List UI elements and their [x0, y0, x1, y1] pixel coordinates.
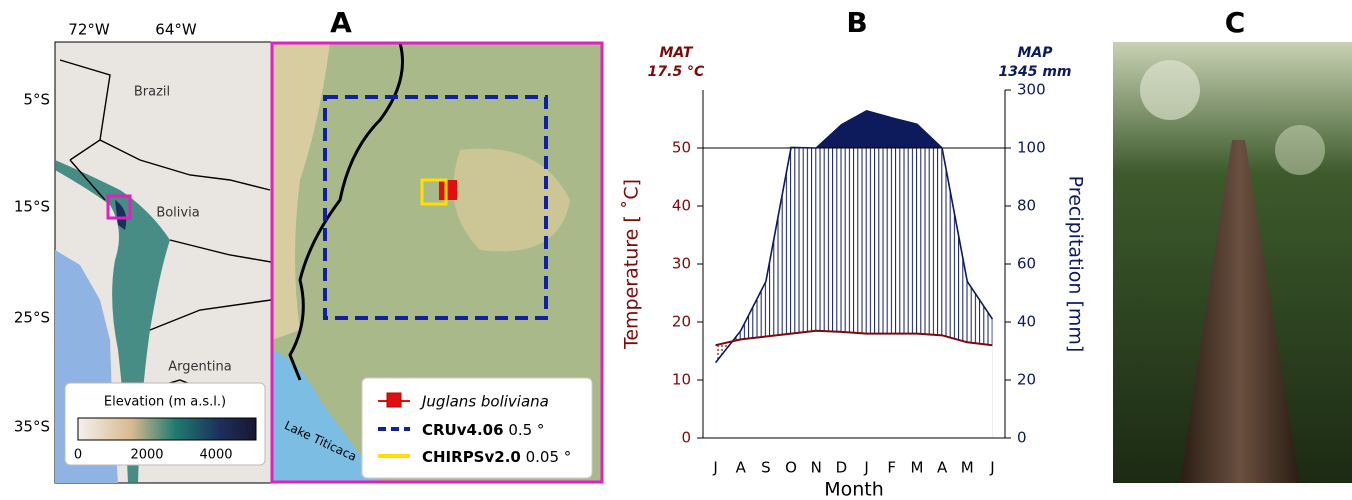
y-tick-label: 40	[672, 197, 691, 215]
country-label: Brazil	[134, 85, 170, 100]
panel-label: B	[846, 6, 867, 39]
y2-tick-label: 100	[1017, 139, 1046, 157]
colorbar-title: Elevation (m a.s.l.)	[104, 395, 226, 410]
lon-label: 72°W	[68, 21, 110, 39]
lat-label: 15°S	[14, 198, 50, 216]
perhumid-area	[715, 110, 993, 148]
x-tick-label: M	[961, 459, 974, 477]
x-tick-label: S	[761, 459, 771, 477]
precipitation-line	[714, 110, 994, 364]
y2-tick-label: 0	[1017, 429, 1027, 447]
colorbar-tick: 4000	[199, 448, 232, 463]
x-tick-label: A	[937, 459, 948, 477]
lon-label: 64°W	[155, 21, 197, 39]
y-tick-label: 10	[672, 371, 691, 389]
y2-tick-label: 60	[1017, 255, 1036, 273]
y2-tick-label: 20	[1017, 371, 1036, 389]
x-tick-label: O	[785, 459, 797, 477]
y2-tick-label: 300	[1017, 81, 1046, 99]
y-tick-label: 20	[672, 313, 691, 331]
country-label: Argentina	[168, 360, 231, 375]
y-tick-label: 50	[672, 139, 691, 157]
x-tick-label: M	[910, 459, 923, 477]
lat-label: 5°S	[23, 91, 50, 109]
y-tick-label: 0	[681, 429, 691, 447]
y2-tick-label: 40	[1017, 313, 1036, 331]
overview-map	[54, 41, 272, 484]
panel-label: A	[330, 6, 352, 39]
legend-detail: 0.5 °	[508, 421, 544, 439]
country-label: Bolivia	[156, 206, 199, 221]
legend-label: Juglans boliviana	[419, 393, 549, 411]
x-tick-label: J	[712, 459, 717, 477]
legend-label: CHIRPSv2.0 0.05 °	[422, 448, 571, 466]
mat-label: MAT	[660, 45, 694, 61]
lat-label: 25°S	[14, 309, 50, 327]
x-tick-label: F	[887, 459, 896, 477]
x-tick-label: J	[989, 459, 994, 477]
dry-area	[715, 330, 993, 438]
detail-map	[270, 41, 604, 484]
y-axis-title: Temperature [ ˚C]	[621, 179, 643, 350]
map-value: 1345 mm	[998, 64, 1071, 80]
x-tick-label: J	[863, 459, 868, 477]
y2-axis-title: Precipitation [mm]	[1065, 176, 1087, 353]
map-label: MAP	[1017, 45, 1053, 61]
legend-detail: 0.05 °	[526, 448, 572, 466]
temperature-line	[715, 329, 993, 347]
x-axis-title: Month	[824, 479, 884, 500]
y-tick-label: 30	[672, 255, 691, 273]
photo	[1113, 42, 1352, 483]
legend-name: CHIRPSv2.0	[422, 448, 521, 466]
y2-tick-label: 80	[1017, 197, 1036, 215]
lat-label: 35°S	[14, 418, 50, 436]
panel-label: C	[1225, 6, 1246, 39]
x-tick-label: A	[736, 459, 747, 477]
mat-value: 17.5 °C	[648, 64, 705, 80]
legend-name: CRUv4.06	[422, 421, 504, 439]
colorbar-tick: 2000	[130, 448, 163, 463]
x-tick-label: D	[836, 459, 848, 477]
colorbar-tick: 0	[74, 448, 82, 463]
x-tick-label: N	[811, 459, 822, 477]
legend-label: CRUv4.06 0.5 °	[422, 421, 544, 439]
